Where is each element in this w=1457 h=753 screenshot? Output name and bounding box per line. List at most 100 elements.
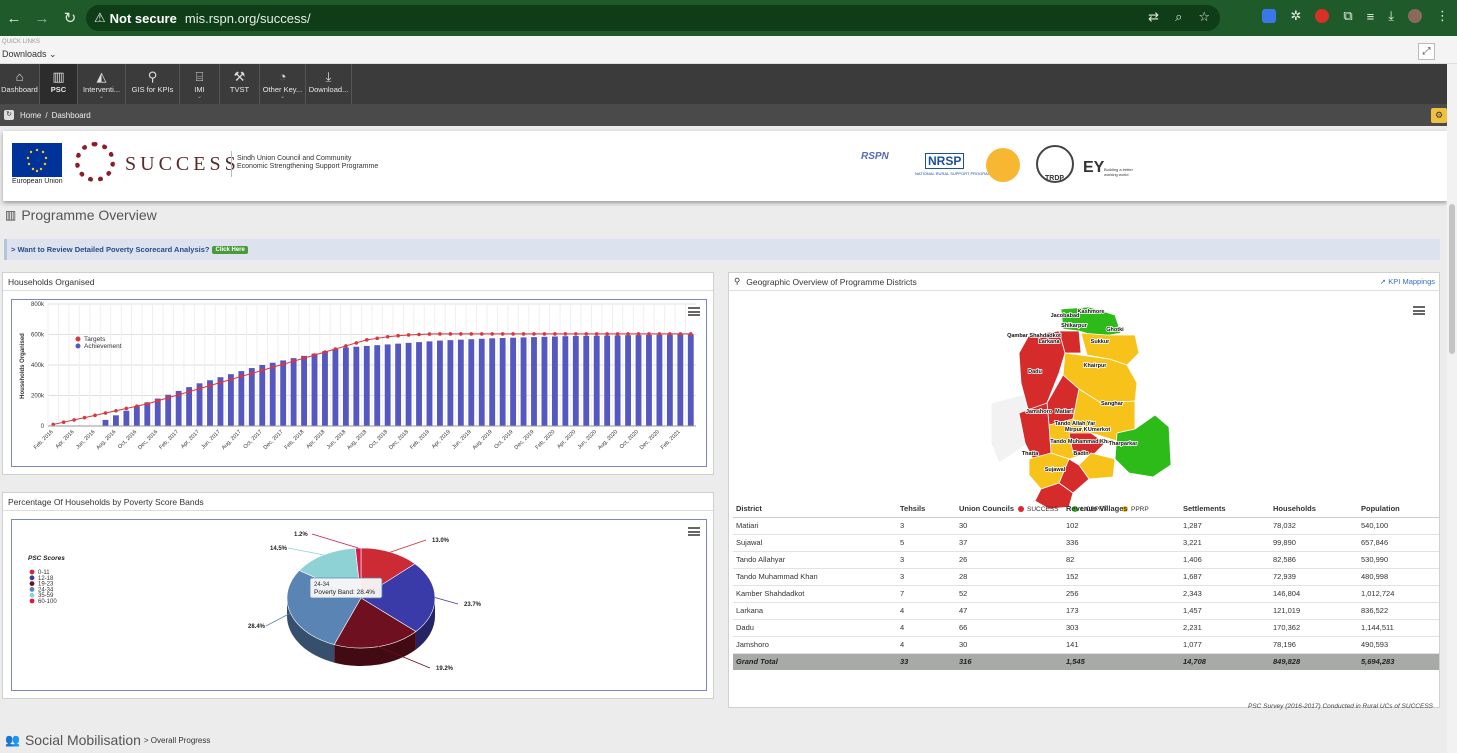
target-point[interactable] [239, 374, 244, 379]
zoom-icon[interactable]: ⌕ [1175, 9, 1183, 24]
legend-targets[interactable]: Targets [84, 336, 106, 343]
achievement-bar[interactable] [499, 338, 506, 426]
target-point[interactable] [490, 332, 494, 336]
achievement-bar[interactable] [217, 377, 224, 426]
column-header[interactable]: Tehsils [897, 501, 956, 518]
target-point[interactable] [281, 362, 285, 367]
achievement-bar[interactable] [666, 334, 673, 426]
pie-legend-item[interactable]: 0-11 [38, 570, 50, 576]
target-point[interactable] [218, 380, 223, 385]
target-point[interactable] [155, 399, 160, 403]
extension-translate-icon[interactable] [1262, 9, 1277, 23]
nav-item-download[interactable]: ⤓ Download... [306, 64, 352, 104]
target-point[interactable] [511, 332, 515, 336]
pie-legend-item[interactable]: 19-23 [38, 582, 54, 588]
achievement-bar[interactable] [186, 387, 193, 426]
achievement-bar[interactable] [541, 336, 548, 426]
chart-menu-icon[interactable] [688, 307, 700, 316]
target-point[interactable] [344, 344, 348, 348]
achievement-bar[interactable] [207, 380, 213, 426]
settings-gear-icon[interactable]: ⚙ [1431, 108, 1447, 123]
url-text[interactable]: mis.rspn.org/success/ [184, 10, 311, 26]
district-region[interactable] [1114, 414, 1172, 478]
target-point[interactable] [594, 332, 599, 336]
achievement-bar[interactable] [311, 353, 318, 426]
achievement-bar[interactable] [489, 338, 496, 426]
profile-avatar[interactable] [1408, 9, 1422, 23]
target-point[interactable] [584, 332, 589, 336]
column-header[interactable]: District [733, 501, 897, 518]
achievement-bar[interactable] [478, 338, 485, 426]
target-point[interactable] [197, 386, 202, 391]
achievement-bar[interactable] [363, 345, 370, 426]
target-point[interactable] [323, 350, 327, 354]
download-tray-icon[interactable]: ⤓ [1388, 8, 1394, 23]
achievement-bar[interactable] [562, 336, 569, 426]
achievement-bar[interactable] [353, 346, 360, 426]
nav-item-interventi[interactable]: ◭ Interventi... ⌄ [78, 64, 126, 104]
extension-gear-icon[interactable]: ✲ [1290, 8, 1302, 23]
target-point[interactable] [647, 332, 651, 336]
target-point[interactable] [448, 332, 453, 336]
achievement-bar[interactable] [133, 406, 140, 426]
achievement-bar[interactable] [405, 342, 412, 426]
achievement-bar[interactable] [416, 342, 422, 426]
pie-legend-item[interactable]: 24-34 [38, 587, 54, 593]
target-point[interactable] [135, 404, 139, 408]
target-point[interactable] [229, 377, 233, 382]
district-region[interactable] [1058, 330, 1082, 354]
downloads-dropdown[interactable]: Downloads ⌄ [2, 49, 57, 59]
achievement-bar[interactable] [154, 398, 161, 426]
target-point[interactable] [542, 332, 547, 336]
achievement-bar[interactable] [374, 345, 381, 426]
column-header[interactable]: Union Councils [956, 501, 1063, 518]
target-point[interactable] [385, 334, 390, 339]
achievement-bar[interactable] [468, 339, 475, 426]
extensions-puzzle-icon[interactable]: ⧉ [1343, 8, 1353, 23]
nav-item-psc[interactable]: ▥ PSC [40, 64, 78, 104]
achievement-bar[interactable] [437, 340, 443, 426]
scrollbar-thumb[interactable] [1449, 204, 1455, 354]
target-point[interactable] [626, 332, 630, 336]
nav-item-dashboard[interactable]: ⌂ Dashboard [0, 64, 40, 104]
achievement-bar[interactable] [395, 343, 402, 426]
target-point[interactable] [668, 332, 672, 336]
achievement-bar[interactable] [238, 371, 245, 426]
target-point[interactable] [82, 415, 87, 420]
target-point[interactable] [270, 365, 275, 370]
achievement-bar[interactable] [165, 394, 172, 426]
page-scrollbar[interactable] [1447, 64, 1457, 753]
target-point[interactable] [208, 383, 212, 388]
target-point[interactable] [103, 411, 108, 415]
target-point[interactable] [124, 406, 129, 411]
achievement-bar[interactable] [656, 334, 663, 426]
achievement-bar[interactable] [384, 344, 391, 426]
reload-icon[interactable]: ↻ [63, 10, 77, 27]
achievement-bar[interactable] [593, 335, 600, 426]
column-header[interactable]: Households [1270, 501, 1358, 518]
achievement-bar[interactable] [614, 335, 621, 426]
target-point[interactable] [406, 333, 411, 337]
achievement-bar[interactable] [646, 334, 652, 426]
target-point[interactable] [72, 418, 76, 422]
achievement-bar[interactable] [280, 360, 287, 426]
achievement-bar[interactable] [583, 335, 590, 426]
achievement-bar[interactable] [457, 339, 464, 426]
pie-legend-item[interactable]: 60-100 [38, 599, 57, 605]
target-point[interactable] [479, 332, 484, 336]
target-point[interactable] [250, 371, 254, 376]
pie-legend-item[interactable]: 35-59 [38, 593, 54, 599]
target-point[interactable] [333, 347, 338, 351]
target-point[interactable] [605, 332, 609, 336]
fullscreen-icon[interactable]: ⤢ [1418, 43, 1435, 60]
nav-item-imi[interactable]: ⌸ IMI ⌄ [180, 64, 220, 104]
achievement-bar[interactable] [290, 358, 297, 426]
column-header[interactable]: Population [1358, 501, 1439, 518]
achievement-bar[interactable] [687, 334, 694, 426]
column-header[interactable]: Settlements [1180, 501, 1270, 518]
achievement-bar[interactable] [301, 355, 307, 426]
target-point[interactable] [636, 332, 641, 336]
translate-icon[interactable]: ⇄ [1148, 9, 1160, 24]
achievement-bar[interactable] [426, 341, 433, 426]
achievement-bar[interactable] [531, 337, 537, 426]
